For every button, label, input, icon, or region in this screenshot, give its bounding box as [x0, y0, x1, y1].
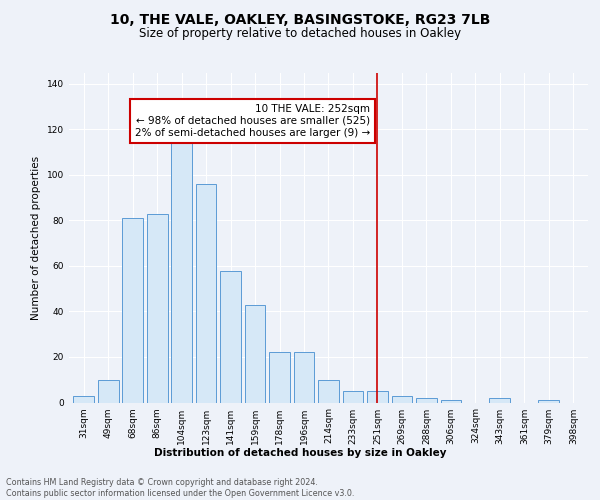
- Y-axis label: Number of detached properties: Number of detached properties: [31, 156, 41, 320]
- Bar: [196, 184, 217, 402]
- Bar: [293, 352, 314, 403]
- Bar: [171, 143, 192, 403]
- Bar: [538, 400, 559, 402]
- Bar: [147, 214, 167, 402]
- Text: 10 THE VALE: 252sqm
← 98% of detached houses are smaller (525)
2% of semi-detach: 10 THE VALE: 252sqm ← 98% of detached ho…: [135, 104, 370, 138]
- Bar: [98, 380, 119, 402]
- Bar: [220, 270, 241, 402]
- Bar: [490, 398, 510, 402]
- Bar: [318, 380, 339, 402]
- Bar: [416, 398, 437, 402]
- Bar: [122, 218, 143, 402]
- Bar: [343, 391, 364, 402]
- Bar: [269, 352, 290, 403]
- Bar: [245, 304, 265, 402]
- Text: Distribution of detached houses by size in Oakley: Distribution of detached houses by size …: [154, 448, 446, 458]
- Bar: [73, 396, 94, 402]
- Bar: [440, 400, 461, 402]
- Text: Size of property relative to detached houses in Oakley: Size of property relative to detached ho…: [139, 28, 461, 40]
- Bar: [367, 391, 388, 402]
- Text: Contains HM Land Registry data © Crown copyright and database right 2024.
Contai: Contains HM Land Registry data © Crown c…: [6, 478, 355, 498]
- Bar: [392, 396, 412, 402]
- Text: 10, THE VALE, OAKLEY, BASINGSTOKE, RG23 7LB: 10, THE VALE, OAKLEY, BASINGSTOKE, RG23 …: [110, 12, 490, 26]
